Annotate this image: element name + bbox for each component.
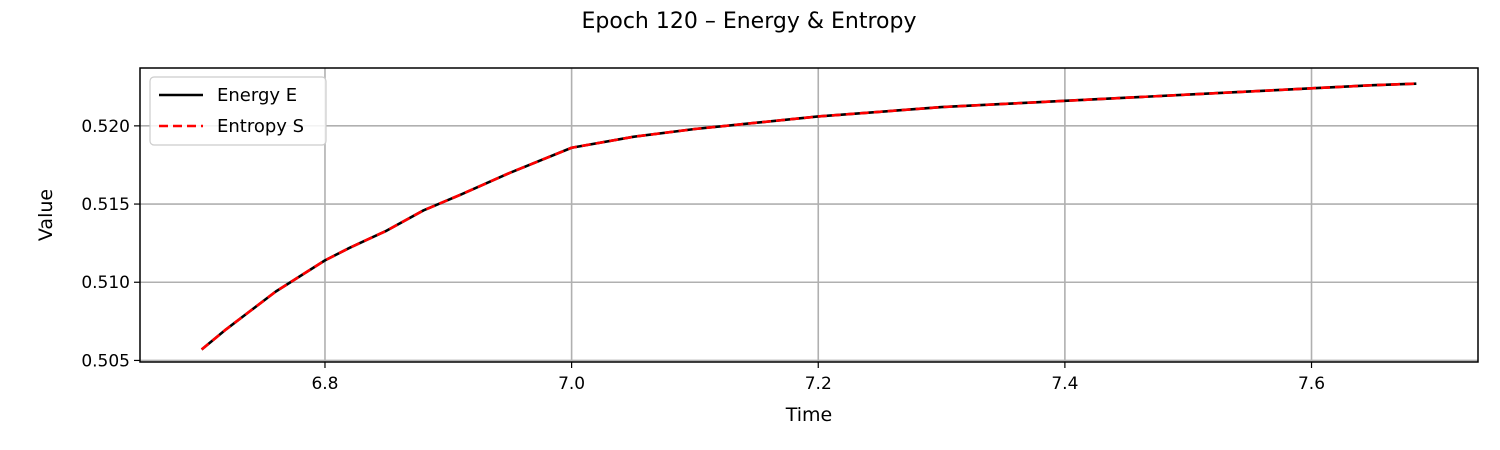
y-axis-ticks: 0.505 0.510 0.515 0.520: [81, 117, 140, 371]
x-tick-label: 7.0: [558, 374, 585, 394]
series-line-entropy-s: [200, 82, 1417, 351]
x-tick-label: 7.6: [1298, 374, 1325, 394]
y-tick-label: 0.505: [81, 351, 130, 371]
x-axis-ticks: 6.8 7.0 7.2 7.4 7.6: [311, 362, 1325, 394]
plot-frame: [139, 67, 1479, 363]
x-tick-label: 6.8: [311, 374, 338, 394]
y-tick-label: 0.515: [81, 195, 130, 215]
y-tick-label: 0.520: [81, 117, 130, 137]
series-line-energy-e: [200, 82, 1417, 351]
legend: Energy E Entropy S: [149, 76, 327, 146]
grid: [140, 68, 1478, 362]
series-lines: [200, 82, 1417, 351]
x-tick-label: 7.4: [1051, 374, 1078, 394]
x-axis-label: Time: [785, 404, 833, 426]
chart-title: Epoch 120 – Energy & Entropy: [582, 9, 917, 34]
y-tick-label: 0.510: [81, 273, 130, 293]
legend-label-energy: Energy E: [217, 85, 297, 106]
x-tick-label: 7.2: [805, 374, 832, 394]
legend-label-entropy: Entropy S: [217, 116, 304, 137]
y-axis-label: Value: [35, 189, 57, 241]
